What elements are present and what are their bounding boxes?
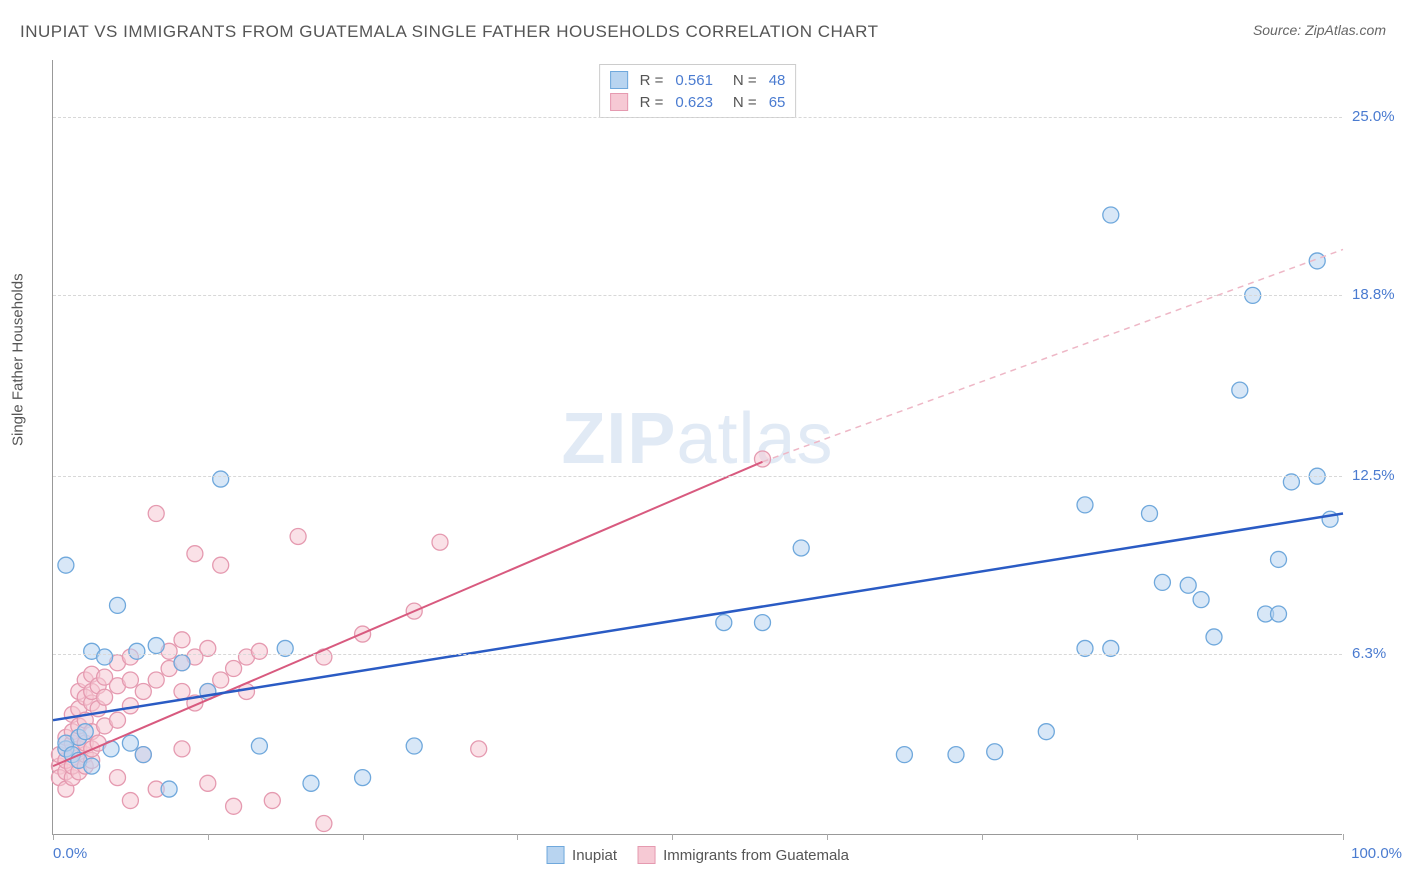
x-tick [208,834,209,840]
legend-label-b: Immigrants from Guatemala [663,847,849,864]
legend-label-a: Inupiat [572,847,617,864]
data-point [896,747,912,763]
x-tick [363,834,364,840]
data-point [135,683,151,699]
data-point [1271,606,1287,622]
x-tick [827,834,828,840]
legend-item-a: Inupiat [546,846,617,864]
data-point [174,632,190,648]
data-point [290,528,306,544]
chart-svg [53,60,1342,834]
data-point [406,738,422,754]
data-point [58,557,74,573]
data-point [1206,629,1222,645]
x-tick-label: 100.0% [1351,845,1402,862]
legend-series: Inupiat Immigrants from Guatemala [546,846,849,864]
data-point [174,655,190,671]
legend-swatch-a2 [546,846,564,864]
x-tick [1137,834,1138,840]
trend-line [763,249,1344,461]
data-point [1193,592,1209,608]
y-tick-label: 12.5% [1352,467,1406,484]
data-point [187,546,203,562]
data-point [122,735,138,751]
data-point [110,770,126,786]
data-point [84,758,100,774]
x-tick [53,834,54,840]
data-point [148,506,164,522]
x-tick [517,834,518,840]
y-tick-label: 6.3% [1352,645,1406,662]
x-tick-label: 0.0% [53,845,87,862]
data-point [303,775,319,791]
x-tick [1343,834,1344,840]
data-point [213,557,229,573]
source-label: Source: ZipAtlas.com [1253,22,1386,38]
data-point [148,638,164,654]
chart-title: INUPIAT VS IMMIGRANTS FROM GUATEMALA SIN… [20,22,878,42]
data-point [1038,724,1054,740]
legend-swatch-b2 [637,846,655,864]
data-point [1142,506,1158,522]
data-point [97,689,113,705]
data-point [1103,207,1119,223]
data-point [987,744,1003,760]
data-point [1077,497,1093,513]
x-tick [982,834,983,840]
data-point [251,643,267,659]
data-point [129,643,145,659]
data-point [793,540,809,556]
data-point [135,747,151,763]
gridline [53,295,1342,296]
trend-line [53,514,1343,721]
data-point [226,798,242,814]
data-point [174,683,190,699]
data-point [355,770,371,786]
data-point [716,615,732,631]
data-point [161,781,177,797]
data-point [148,672,164,688]
data-point [1180,577,1196,593]
data-point [1232,382,1248,398]
data-point [110,597,126,613]
data-point [755,615,771,631]
gridline [53,654,1342,655]
y-axis-label: Single Father Households [10,273,27,446]
data-point [213,672,229,688]
data-point [97,649,113,665]
y-tick-label: 18.8% [1352,286,1406,303]
data-point [471,741,487,757]
data-point [110,712,126,728]
data-point [1154,574,1170,590]
data-point [213,471,229,487]
data-point [264,793,280,809]
data-point [77,724,93,740]
data-point [122,793,138,809]
y-tick-label: 25.0% [1352,108,1406,125]
data-point [432,534,448,550]
legend-item-b: Immigrants from Guatemala [637,846,849,864]
data-point [948,747,964,763]
data-point [1271,551,1287,567]
data-point [226,661,242,677]
data-point [316,816,332,832]
data-point [200,775,216,791]
gridline [53,117,1342,118]
plot-area: ZIPatlas R = 0.561 N = 48 R = 0.623 N = … [52,60,1342,835]
x-tick [672,834,673,840]
gridline [53,476,1342,477]
data-point [174,741,190,757]
data-point [251,738,267,754]
data-point [122,672,138,688]
